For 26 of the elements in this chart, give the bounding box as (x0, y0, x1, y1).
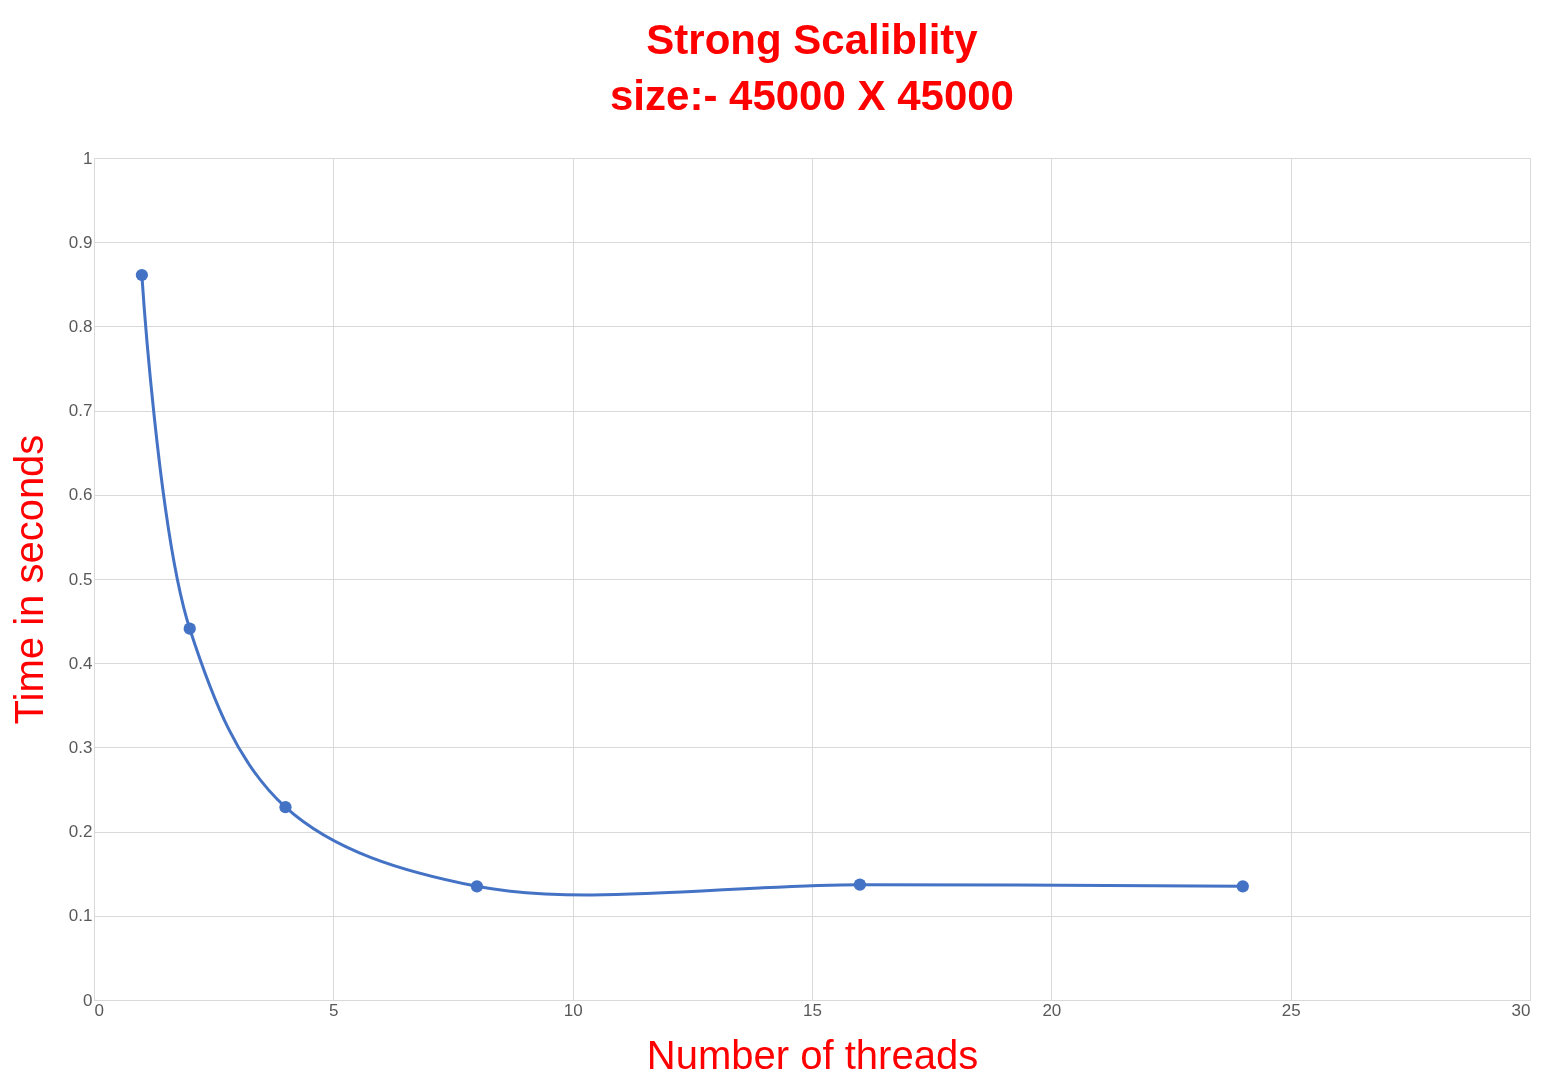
point (853, 878, 866, 891)
chart-subtitle: size:- 45000 X 45000 (610, 72, 1014, 119)
y-tick-label: 0.3 (68, 737, 93, 757)
x-axis-title: Number of threads (646, 1032, 979, 1077)
y-tick-label: 0.5 (68, 569, 93, 589)
y-tick-label: 1 (83, 148, 93, 168)
point (470, 880, 484, 893)
y-axis-title: Time in seconds (6, 434, 51, 725)
x-tick-label: 20 (1042, 1000, 1062, 1020)
x-tick-label: 5 (329, 1000, 339, 1020)
point (183, 622, 196, 635)
point (279, 801, 292, 814)
y-tick-label: 0.4 (68, 653, 93, 673)
x-tick-label: 25 (1281, 1000, 1301, 1020)
y-tick-label: 0.6 (68, 485, 93, 505)
y-tick-label: 0.8 (68, 316, 93, 336)
x-tick-label: 30 (1511, 1000, 1531, 1020)
y-tick-label: 0.1 (68, 906, 93, 926)
y-tick-label: 0.9 (68, 232, 93, 252)
y-tick-label: 0.7 (68, 401, 93, 421)
point (1236, 880, 1249, 893)
x-tick-label: 15 (803, 1000, 822, 1020)
x-tick-label: 10 (563, 1000, 583, 1020)
chart-title: Strong Scaliblity (646, 16, 979, 63)
y-tick-label: 0.2 (68, 822, 93, 842)
point (135, 268, 148, 282)
